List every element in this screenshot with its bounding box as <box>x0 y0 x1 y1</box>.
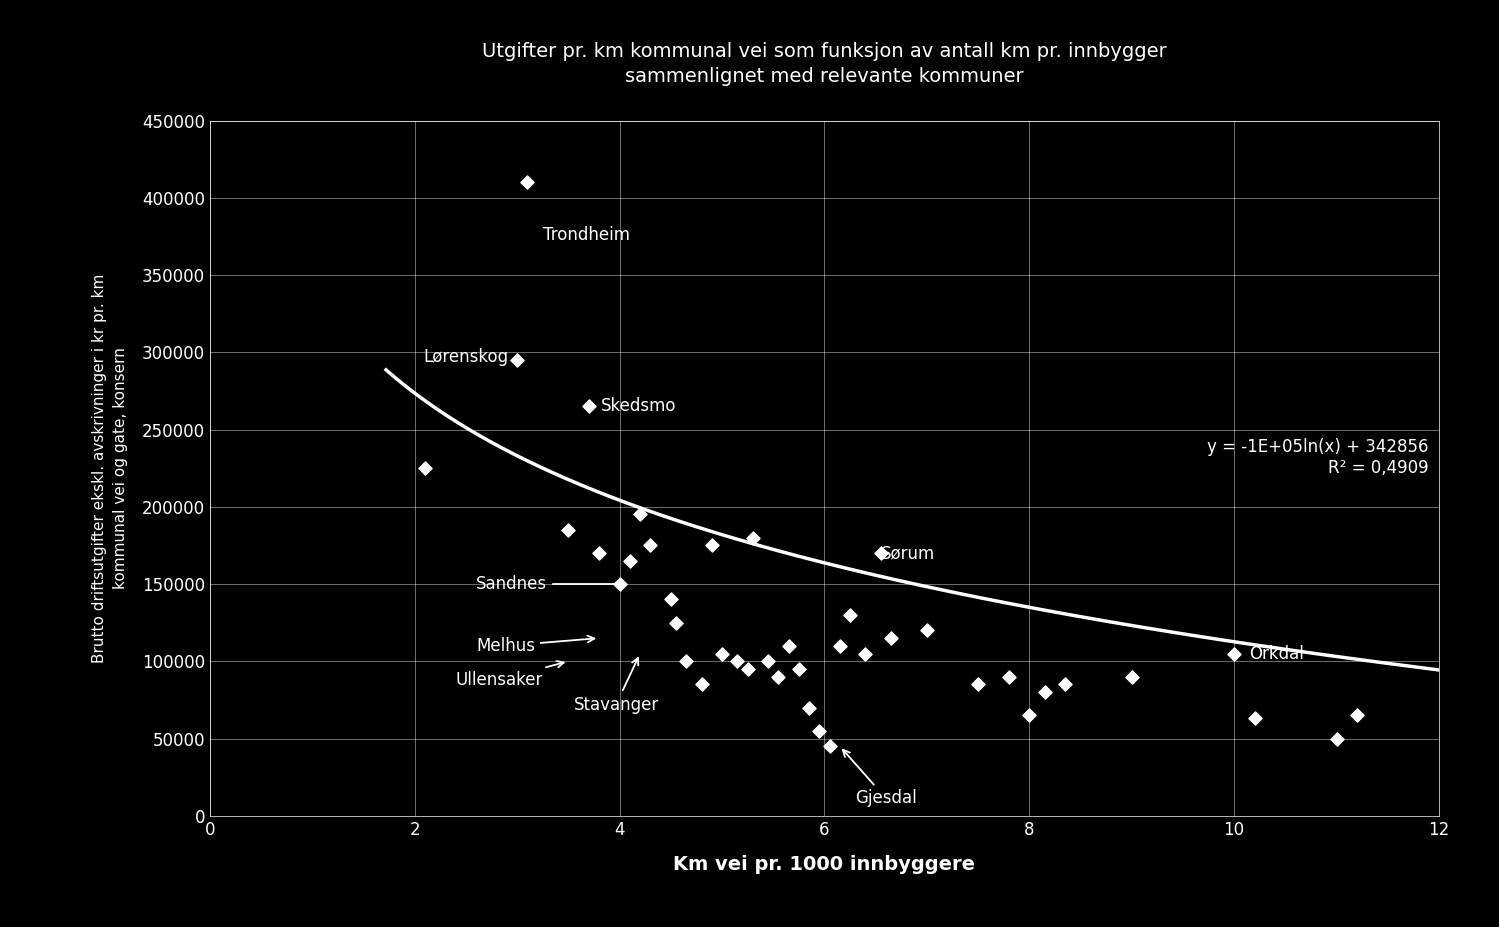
Point <box>808 723 832 738</box>
Point <box>1222 646 1246 661</box>
Text: y = -1E+05ln(x) + 342856
R² = 0,4909: y = -1E+05ln(x) + 342856 R² = 0,4909 <box>1207 438 1429 476</box>
Point <box>711 646 735 661</box>
Point <box>658 592 682 607</box>
Point <box>607 577 631 591</box>
Point <box>1054 677 1078 692</box>
Point <box>726 654 750 668</box>
Point <box>755 654 779 668</box>
Point <box>766 669 790 684</box>
Text: Sørum: Sørum <box>881 544 935 562</box>
Point <box>690 677 714 692</box>
Point <box>736 662 760 677</box>
Point <box>838 607 862 622</box>
Point <box>787 662 811 677</box>
Point <box>965 677 989 692</box>
Point <box>914 623 938 638</box>
Text: Trondheim: Trondheim <box>543 225 630 244</box>
Point <box>628 507 652 522</box>
Point <box>878 630 902 645</box>
X-axis label: Km vei pr. 1000 innbyggere: Km vei pr. 1000 innbyggere <box>673 856 976 874</box>
Text: Orkdal: Orkdal <box>1250 644 1304 663</box>
Point <box>556 523 580 538</box>
Y-axis label: Brutto driftsutgifter ekskl. avskrivninger i kr pr. km
kommunal vei og gate, kon: Brutto driftsutgifter ekskl. avskrivning… <box>91 273 127 663</box>
Point <box>516 175 540 190</box>
Point <box>412 461 438 476</box>
Point <box>997 669 1021 684</box>
Point <box>827 639 851 654</box>
Point <box>741 530 764 545</box>
Text: Stavanger: Stavanger <box>574 658 658 714</box>
Text: Gjesdal: Gjesdal <box>842 750 917 807</box>
Point <box>1120 669 1144 684</box>
Point <box>1033 685 1057 700</box>
Point <box>1018 708 1042 723</box>
Point <box>797 700 821 715</box>
Point <box>1325 731 1349 746</box>
Text: Melhus: Melhus <box>477 636 594 654</box>
Text: Ullensaker: Ullensaker <box>456 661 564 689</box>
Point <box>505 352 529 367</box>
Point <box>853 646 877 661</box>
Text: Utgifter pr. km kommunal vei som funksjon av antall km pr. innbygger
sammenligne: Utgifter pr. km kommunal vei som funksjo… <box>483 42 1166 85</box>
Text: Lørenskog: Lørenskog <box>424 348 510 366</box>
Point <box>618 553 642 568</box>
Point <box>869 546 893 561</box>
Point <box>664 616 688 630</box>
Point <box>588 546 612 561</box>
Point <box>675 654 699 668</box>
Point <box>577 399 601 413</box>
Point <box>1243 711 1267 726</box>
Text: Skedsmo: Skedsmo <box>601 398 676 415</box>
Point <box>1345 708 1369 723</box>
Point <box>817 739 841 754</box>
Text: Sandnes: Sandnes <box>477 575 625 593</box>
Point <box>776 639 800 654</box>
Point <box>639 538 663 552</box>
Point <box>700 538 724 552</box>
